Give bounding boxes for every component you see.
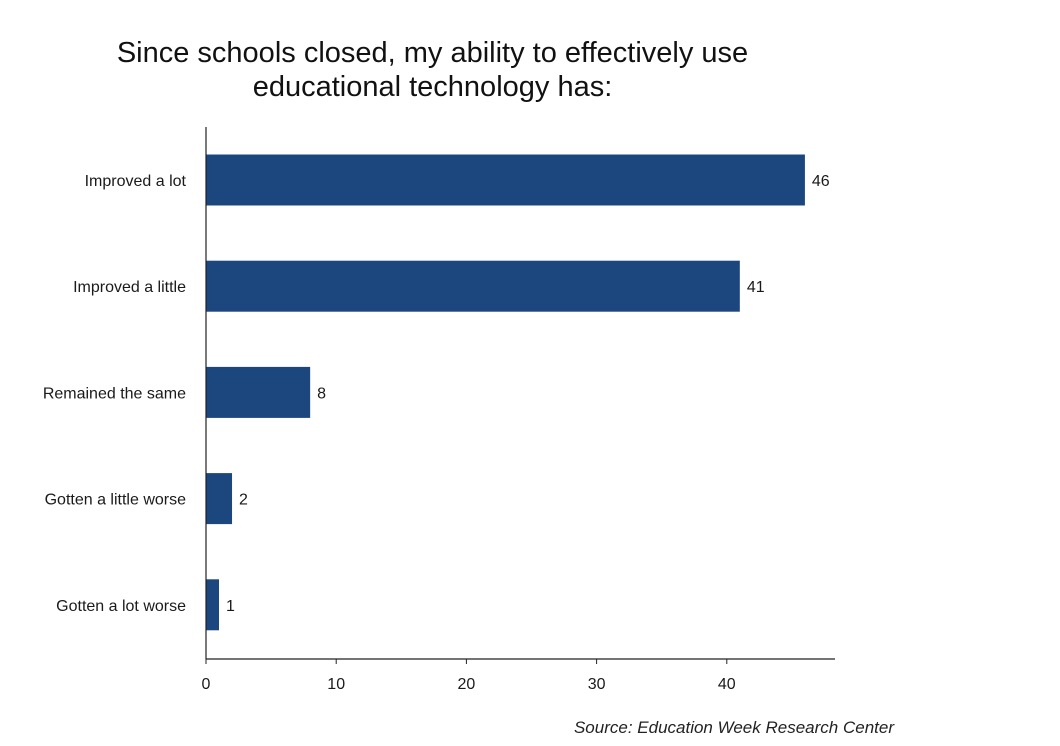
bar-1 — [206, 154, 805, 206]
source-note: Source: Education Week Research Center — [573, 718, 894, 737]
category-labels-group: Improved a lot Improved a little Remained … — [43, 173, 187, 615]
bar-4 — [206, 473, 233, 525]
category-label-3: Remained the same — [43, 385, 186, 402]
x-tick-label-30: 30 — [588, 676, 606, 693]
value-label-3: 8 — [317, 385, 326, 402]
category-label-2: Improved a little — [73, 279, 186, 296]
value-label-4: 2 — [239, 492, 248, 509]
x-tick-label-20: 20 — [458, 676, 476, 693]
bar-5 — [206, 579, 220, 631]
x-tick-label-40: 40 — [718, 676, 736, 693]
chart-title-line-1: Since schools closed, my ability to effe… — [116, 37, 749, 69]
x-tick-label-10: 10 — [327, 676, 345, 693]
value-labels-group: 46 41 8 2 1 — [226, 173, 830, 615]
bars-group — [206, 154, 805, 631]
category-label-1: Improved a lot — [85, 173, 187, 190]
value-label-2: 41 — [747, 279, 765, 296]
category-label-5: Gotten a lot worse — [56, 598, 186, 615]
value-label-1: 46 — [812, 173, 830, 190]
bar-3 — [206, 366, 311, 418]
category-label-4: Gotten a little worse — [45, 492, 187, 509]
chart-title: Since schools closed, my ability to effe… — [0, 36, 865, 104]
value-label-5: 1 — [226, 598, 235, 615]
x-tick-label-0: 0 — [202, 676, 211, 693]
bar-2 — [206, 260, 740, 312]
chart-title-line-2: educational technology has: — [252, 71, 613, 103]
x-ticks-group: 0 10 20 30 40 — [202, 659, 736, 693]
